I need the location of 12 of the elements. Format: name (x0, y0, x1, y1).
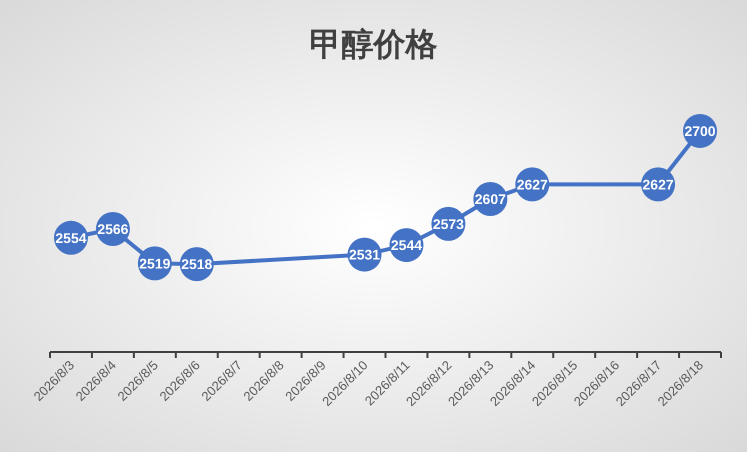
data-label: 2519 (139, 255, 171, 272)
data-label: 2573 (432, 216, 464, 232)
data-label: 2627 (516, 176, 548, 192)
data-label: 2544 (390, 237, 422, 254)
data-label: 2531 (348, 246, 380, 263)
data-label: 2700 (684, 122, 716, 139)
data-label: 2627 (642, 176, 674, 192)
data-label: 2518 (181, 256, 213, 272)
chart-title: 甲醇价格 (310, 26, 438, 62)
data-label: 2607 (474, 190, 506, 207)
data-label: 2554 (55, 230, 87, 246)
data-label: 2566 (97, 220, 129, 237)
